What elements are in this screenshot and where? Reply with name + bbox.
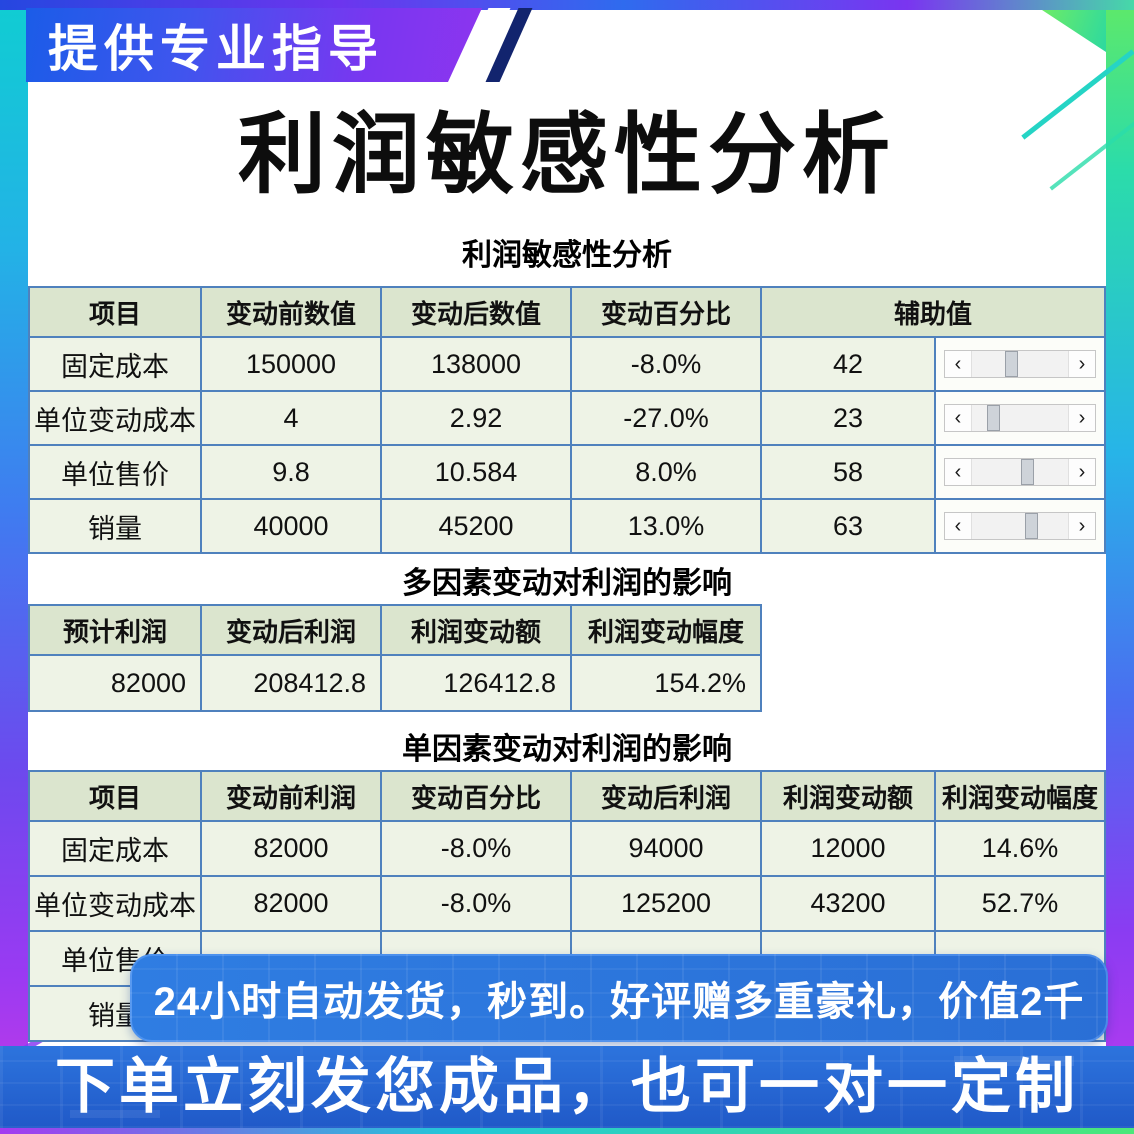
column-header: 利润变动幅度 (936, 772, 1104, 820)
value-cell: 45200 (382, 500, 570, 552)
aux-value-cell: 58 (762, 446, 934, 498)
value-cell: 40000 (202, 500, 380, 552)
aux-scrollbar-cell: ‹ › (936, 446, 1104, 498)
item-cell: 销量 (30, 500, 200, 552)
circuit-decoration (954, 1056, 1074, 1066)
aux-scrollbar[interactable]: ‹ › (944, 458, 1096, 486)
column-header: 变动百分比 (382, 772, 570, 820)
value-cell: 150000 (202, 338, 380, 390)
column-header: 项目 (30, 772, 200, 820)
value-cell: 10.584 (382, 446, 570, 498)
value-cell: -8.0% (382, 877, 570, 930)
column-header: 预计利润 (30, 606, 200, 654)
aux-scrollbar[interactable]: ‹ › (944, 512, 1096, 540)
value-cell: 4 (202, 392, 380, 444)
scroll-right-arrow-icon[interactable]: › (1069, 513, 1095, 539)
value-cell: 8.0% (572, 446, 760, 498)
value-cell: 82000 (202, 877, 380, 930)
bottom-edge-gradient (0, 1128, 1134, 1134)
scroll-track[interactable] (971, 513, 1069, 539)
value-cell: 154.2% (572, 656, 760, 710)
column-header: 变动前利润 (202, 772, 380, 820)
value-cell: 82000 (202, 822, 380, 875)
value-cell: 138000 (382, 338, 570, 390)
column-header: 利润变动幅度 (572, 606, 760, 654)
value-cell: 14.6% (936, 822, 1104, 875)
value-cell: 12000 (762, 822, 934, 875)
top-banner-label: 提供专业指导 (48, 21, 384, 77)
value-cell: -27.0% (572, 392, 760, 444)
column-header: 变动百分比 (572, 288, 760, 336)
bottom-banner-text: 下单立刻发您成品，也可一对一定制 (55, 1053, 1079, 1120)
scroll-thumb[interactable] (1025, 513, 1039, 539)
item-cell: 单位变动成本 (30, 877, 200, 930)
item-cell: 固定成本 (30, 338, 200, 390)
aux-value-cell: 42 (762, 338, 934, 390)
value-cell: 2.92 (382, 392, 570, 444)
value-cell: 52.7% (936, 877, 1104, 930)
frame-top-gradient (0, 0, 1134, 10)
scroll-right-arrow-icon[interactable]: › (1069, 351, 1095, 377)
aux-scrollbar-cell: ‹ › (936, 500, 1104, 552)
column-header: 辅助值 (762, 288, 1104, 336)
aux-scrollbar[interactable]: ‹ › (944, 350, 1096, 378)
column-header: 变动后数值 (382, 288, 570, 336)
scroll-left-arrow-icon[interactable]: ‹ (945, 513, 971, 539)
value-cell: 126412.8 (382, 656, 570, 710)
column-header: 变动后利润 (572, 772, 760, 820)
promo-banner-text: 24小时自动发货，秒到。好评赠多重豪礼，价值2千 (153, 980, 1085, 1024)
value-cell: -8.0% (572, 338, 760, 390)
scroll-track[interactable] (971, 459, 1069, 485)
scroll-thumb[interactable] (1005, 351, 1019, 377)
value-cell: 13.0% (572, 500, 760, 552)
page-title: 利润敏感性分析 (237, 105, 896, 204)
scroll-thumb[interactable] (1020, 459, 1034, 485)
aux-value-cell: 23 (762, 392, 934, 444)
scroll-right-arrow-icon[interactable]: › (1069, 405, 1095, 431)
column-header: 利润变动额 (382, 606, 570, 654)
frame-right-gradient (1106, 0, 1134, 1134)
sensitivity-table-title: 利润敏感性分析 (462, 239, 672, 272)
multi-factor-title: 多因素变动对利润的影响 (402, 567, 732, 600)
item-cell: 单位售价 (30, 446, 200, 498)
scroll-left-arrow-icon[interactable]: ‹ (945, 405, 971, 431)
item-cell: 单位变动成本 (30, 392, 200, 444)
column-header: 项目 (30, 288, 200, 336)
aux-scrollbar-cell: ‹ › (936, 338, 1104, 390)
multi-factor-table: 预计利润 变动后利润 利润变动额 利润变动幅度 82000 208412.8 1… (28, 604, 762, 712)
scroll-left-arrow-icon[interactable]: ‹ (945, 459, 971, 485)
circuit-decoration (70, 1110, 160, 1118)
scroll-track[interactable] (971, 351, 1069, 377)
top-banner: 提供专业指导 (26, 8, 482, 82)
value-cell: 82000 (30, 656, 200, 710)
value-cell: 94000 (572, 822, 760, 875)
scroll-thumb[interactable] (987, 405, 1001, 431)
value-cell: 125200 (572, 877, 760, 930)
scroll-track[interactable] (971, 405, 1069, 431)
item-cell: 固定成本 (30, 822, 200, 875)
scroll-right-arrow-icon[interactable]: › (1069, 459, 1095, 485)
value-cell: -8.0% (382, 822, 570, 875)
column-header: 利润变动额 (762, 772, 934, 820)
aux-scrollbar[interactable]: ‹ › (944, 404, 1096, 432)
column-header: 变动前数值 (202, 288, 380, 336)
value-cell: 9.8 (202, 446, 380, 498)
sensitivity-table: 项目 变动前数值 变动后数值 变动百分比 辅助值 固定成本 150000 138… (28, 286, 1106, 554)
value-cell: 43200 (762, 877, 934, 930)
promo-banner: 24小时自动发货，秒到。好评赠多重豪礼，价值2千 (130, 954, 1108, 1042)
frame-left-gradient (0, 0, 28, 1134)
value-cell: 208412.8 (202, 656, 380, 710)
single-factor-title: 单因素变动对利润的影响 (402, 733, 732, 766)
aux-scrollbar-cell: ‹ › (936, 392, 1104, 444)
scroll-left-arrow-icon[interactable]: ‹ (945, 351, 971, 377)
bottom-banner: 下单立刻发您成品，也可一对一定制 (0, 1046, 1134, 1128)
aux-value-cell: 63 (762, 500, 934, 552)
column-header: 变动后利润 (202, 606, 380, 654)
